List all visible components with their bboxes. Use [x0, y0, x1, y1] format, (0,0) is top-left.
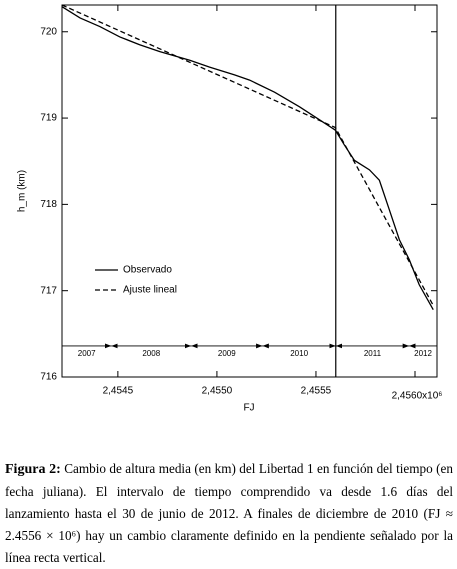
plot-frame	[61, 4, 438, 378]
period-label: 2007	[78, 349, 96, 358]
data-line	[61, 6, 434, 310]
period-label: 2011	[364, 349, 382, 358]
x-tick-label: 2,4550	[202, 386, 233, 397]
caption-text: Cambio de altura media (en km) del Liber…	[5, 461, 454, 565]
x-axis-label: FJ	[243, 403, 254, 414]
y-tick-label: 719	[40, 113, 57, 124]
caption-label: Figura 2:	[5, 462, 61, 477]
y-tick-label: 717	[40, 285, 57, 296]
legend-label: Observado	[123, 265, 172, 276]
y-tick-label: 720	[40, 26, 57, 37]
period-label: 2010	[290, 349, 308, 358]
data-line	[61, 4, 434, 306]
caption: Figura 2: Cambio de altura media (en km)…	[5, 458, 453, 569]
chart: h_m (km) FJ 716 717 718 719 720 2,4545 2,4550 2…	[17, 4, 443, 414]
x-tick-label: 2,4545	[103, 386, 134, 397]
period-label: 2012	[414, 349, 432, 358]
y-tick-label: 718	[40, 199, 57, 210]
period-label: 2008	[142, 349, 160, 358]
x-tick-label: 2,4555	[301, 386, 332, 397]
y-axis-label: h_m (km)	[17, 170, 28, 212]
y-tick-label: 716	[40, 372, 57, 383]
x-tick-label: 2,4560x10⁶	[392, 391, 443, 402]
period-label: 2009	[218, 349, 236, 358]
legend-label: Ajuste lineal	[123, 285, 177, 296]
